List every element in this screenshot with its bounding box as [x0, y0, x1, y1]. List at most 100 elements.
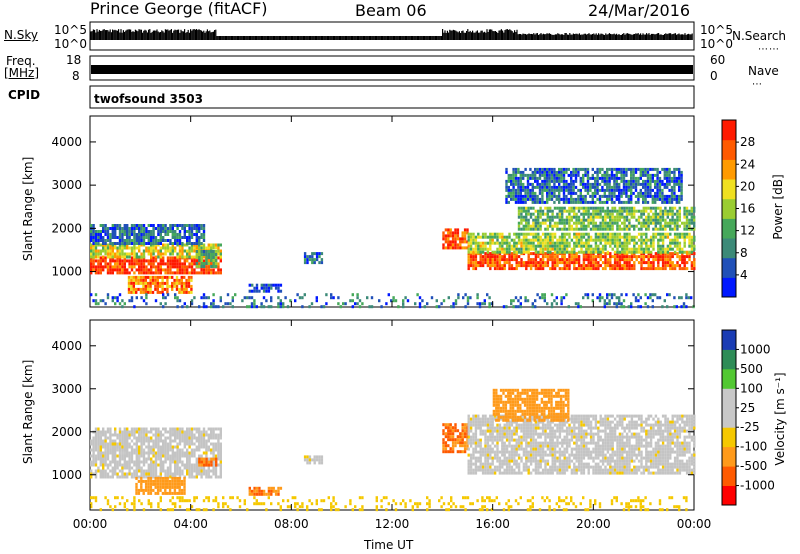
heatmap-cell	[181, 268, 184, 272]
heatmap-cell	[114, 230, 117, 233]
heatmap-cell	[166, 472, 170, 476]
heatmap-cell	[205, 246, 208, 250]
heatmap-cell	[181, 460, 184, 464]
heatmap-cell	[97, 442, 100, 446]
heatmap-cell	[685, 224, 689, 228]
heatmap-cell	[658, 188, 662, 192]
heatmap-cell	[527, 227, 530, 231]
heatmap-cell	[138, 430, 141, 434]
heatmap-cell	[620, 194, 623, 198]
heatmap-cell	[154, 227, 158, 230]
heatmap-cell	[90, 262, 93, 266]
heatmap-cell	[562, 176, 566, 180]
heatmap-cell	[154, 436, 158, 440]
heatmap-cell	[517, 167, 520, 171]
heatmap-cell	[198, 227, 201, 230]
heatmap-cell	[185, 290, 188, 294]
heatmap-cell	[128, 259, 131, 263]
heatmap-cell	[267, 286, 271, 290]
heatmap-cell	[690, 238, 694, 242]
heatmap-cell	[270, 486, 273, 490]
heatmap-cell	[555, 296, 558, 300]
heatmap-cell	[123, 463, 126, 467]
heatmap-cell	[688, 258, 691, 262]
heatmap-cell	[621, 247, 624, 251]
heatmap-cell	[525, 244, 528, 248]
heatmap-cell	[491, 241, 494, 245]
heatmap-cell	[644, 197, 647, 201]
heatmap-cell	[154, 259, 158, 263]
heatmap-cell	[594, 235, 598, 239]
heatmap-cell	[609, 241, 612, 245]
heatmap-cell	[596, 296, 599, 300]
heatmap-cell	[251, 283, 254, 287]
heatmap-cell	[642, 267, 646, 271]
heatmap-cell	[145, 296, 148, 300]
heatmap-cell	[99, 445, 102, 449]
heatmap-cell	[688, 218, 691, 222]
heatmap-cell	[94, 236, 98, 239]
heatmap-cell	[503, 264, 506, 268]
heatmap-cell	[649, 221, 653, 225]
heatmap-cell	[639, 176, 642, 180]
heatmap-cell	[164, 224, 167, 227]
heatmap-cell	[296, 293, 299, 297]
heatmap-cell	[154, 433, 158, 437]
heatmap-cell	[173, 278, 176, 282]
heatmap-cell	[152, 479, 155, 483]
heatmap-cell	[676, 252, 679, 256]
heatmap-cell	[659, 218, 662, 222]
heatmap-cell	[127, 284, 131, 288]
heatmap-cell	[558, 235, 562, 239]
heatmap-cell	[186, 454, 189, 458]
heatmap-cell	[210, 262, 213, 266]
heatmap-cell	[553, 194, 556, 198]
heatmap-cell	[102, 430, 105, 434]
heatmap-cell	[217, 265, 220, 269]
heatmap-cell	[584, 293, 587, 297]
heatmap-cell	[171, 460, 174, 464]
heatmap-cell	[546, 173, 549, 177]
heatmap-cell	[609, 218, 612, 222]
heatmap-cell	[550, 173, 554, 177]
heatmap-cell	[94, 427, 98, 431]
heatmap-cell	[604, 218, 607, 222]
heatmap-cell	[92, 439, 95, 443]
heatmap-cell	[461, 234, 464, 238]
heatmap-cell	[109, 451, 112, 455]
heatmap-cell	[608, 185, 611, 189]
heatmap-cell	[656, 194, 659, 198]
heatmap-cell	[176, 469, 179, 473]
heatmap-cell	[541, 267, 545, 271]
heatmap-cell	[130, 451, 134, 455]
heatmap-cell	[522, 261, 526, 265]
heatmap-cell	[318, 261, 321, 265]
heatmap-cell	[97, 271, 100, 275]
heatmap-cell	[173, 476, 177, 480]
heatmap-cell	[514, 305, 518, 309]
heatmap-cell	[507, 188, 510, 192]
heatmap-cell	[166, 262, 170, 266]
heatmap-cell	[128, 433, 131, 437]
heatmap-cell	[526, 188, 530, 192]
heatmap-cell	[171, 265, 174, 269]
heatmap-cell	[531, 197, 534, 201]
heatmap-cell	[565, 197, 568, 201]
heatmap-cell	[577, 206, 581, 210]
heatmap-cell	[568, 209, 571, 213]
heatmap-cell	[190, 230, 194, 233]
heatmap-cell	[111, 230, 114, 233]
heatmap-cell	[114, 242, 117, 245]
heatmap-cell	[477, 264, 480, 268]
heatmap-cell	[126, 433, 129, 437]
heatmap-cell	[630, 167, 633, 171]
heatmap-cell	[508, 258, 511, 262]
heatmap-cell	[513, 247, 516, 251]
heatmap-cell	[632, 182, 635, 186]
heatmap-cell	[187, 281, 191, 285]
heatmap-cell	[627, 188, 630, 192]
heatmap-cell	[190, 268, 194, 272]
heatmap-cell	[553, 173, 556, 177]
heatmap-cell	[493, 261, 497, 265]
heatmap-cell	[217, 256, 220, 260]
